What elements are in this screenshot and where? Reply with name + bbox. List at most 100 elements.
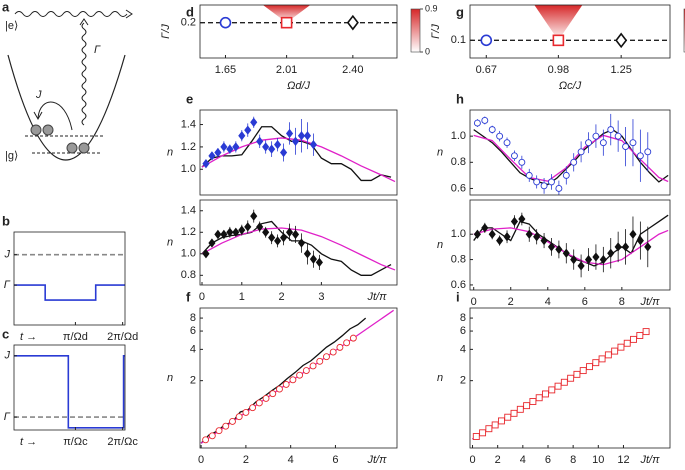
point bbox=[533, 178, 541, 186]
point bbox=[540, 182, 548, 190]
line bbox=[14, 355, 125, 429]
point bbox=[573, 370, 581, 378]
panel-label: g bbox=[456, 4, 464, 19]
point bbox=[202, 249, 210, 259]
y-tick-label: 0.8 bbox=[451, 156, 466, 168]
x-tick-label: 12 bbox=[617, 454, 629, 466]
x-axis-label: Ωd/J bbox=[287, 80, 311, 92]
y-tick-label: J bbox=[4, 350, 11, 362]
axes-frame bbox=[199, 4, 398, 59]
y-tick-label: 1.2 bbox=[181, 226, 196, 238]
axes-frame bbox=[199, 307, 398, 449]
point bbox=[479, 429, 487, 437]
x-tick-label: 10 bbox=[592, 454, 604, 466]
x-axis-label: t → bbox=[20, 331, 37, 343]
y-tick-label: 1.0 bbox=[181, 248, 196, 260]
point bbox=[548, 386, 556, 394]
point bbox=[268, 144, 276, 154]
point bbox=[481, 223, 489, 233]
point bbox=[529, 398, 537, 405]
point bbox=[567, 374, 575, 382]
x-tick-label: 8 bbox=[570, 454, 576, 466]
point bbox=[226, 144, 234, 154]
x-tick-label: 2.01 bbox=[276, 64, 297, 76]
point bbox=[291, 136, 300, 146]
y-tick-label: 4 bbox=[460, 343, 466, 355]
excited-level bbox=[14, 11, 128, 17]
y-axis-label: n bbox=[437, 372, 443, 384]
point bbox=[297, 238, 306, 248]
x-tick-label: 3 bbox=[318, 291, 324, 303]
y-tick-label: 1.4 bbox=[181, 118, 196, 130]
point bbox=[250, 117, 258, 127]
axes-frame bbox=[13, 344, 126, 431]
point bbox=[303, 249, 312, 259]
point bbox=[208, 151, 216, 161]
point bbox=[208, 432, 216, 440]
y-tick-label: Γ bbox=[4, 411, 11, 423]
point bbox=[592, 132, 600, 140]
colorbar-tick-label: 0 bbox=[425, 46, 430, 56]
point bbox=[309, 254, 317, 264]
point bbox=[496, 235, 504, 246]
point bbox=[256, 222, 264, 232]
point bbox=[488, 126, 496, 134]
y-axis-label: n bbox=[437, 239, 443, 251]
x-tick-label: 8 bbox=[619, 296, 625, 308]
color-map bbox=[262, 5, 311, 23]
point bbox=[297, 131, 306, 141]
x-tick-label: 1.25 bbox=[610, 64, 631, 76]
point bbox=[562, 171, 570, 179]
x-axis-label: Jt/π bbox=[367, 454, 388, 466]
arrow bbox=[33, 111, 43, 121]
panel-label: f bbox=[186, 289, 191, 304]
panel-label: h bbox=[456, 91, 464, 106]
point bbox=[480, 34, 493, 47]
point bbox=[309, 362, 317, 370]
x-tick-label: 6 bbox=[582, 296, 588, 308]
point bbox=[222, 422, 230, 430]
point bbox=[584, 254, 593, 265]
point bbox=[623, 339, 631, 347]
plot-area bbox=[472, 328, 650, 440]
point bbox=[285, 227, 294, 237]
point bbox=[629, 139, 637, 147]
point bbox=[329, 348, 337, 356]
y-tick-label: 0.1 bbox=[451, 34, 466, 46]
point bbox=[289, 376, 297, 384]
point bbox=[579, 367, 587, 375]
line bbox=[473, 134, 669, 183]
arrow bbox=[125, 9, 133, 19]
x-axis-label: Jt/π bbox=[640, 454, 661, 466]
x-axis-label: Ωc/J bbox=[559, 80, 582, 92]
y-tick-label: 6 bbox=[460, 325, 466, 337]
point bbox=[269, 390, 277, 398]
point bbox=[303, 131, 312, 141]
plot-area bbox=[200, 309, 395, 444]
y-tick-label: Γ bbox=[4, 279, 11, 291]
atom bbox=[78, 142, 90, 154]
y-tick-label: J bbox=[4, 249, 11, 261]
point bbox=[586, 363, 593, 371]
x-tick-label: 0 bbox=[471, 296, 477, 308]
decay-label: Γ bbox=[94, 44, 101, 56]
point bbox=[599, 254, 607, 265]
point bbox=[533, 232, 541, 242]
point bbox=[226, 227, 234, 237]
panel-label: d bbox=[186, 4, 194, 19]
point bbox=[235, 413, 243, 421]
x-tick-label: 2 bbox=[243, 454, 249, 466]
point bbox=[614, 242, 622, 252]
point bbox=[542, 390, 549, 398]
y-tick-label: 4 bbox=[190, 343, 196, 355]
y-axis-label: n bbox=[167, 372, 173, 384]
point bbox=[473, 119, 481, 127]
point bbox=[570, 158, 578, 166]
decay-wave bbox=[81, 22, 87, 126]
point bbox=[242, 408, 250, 416]
point bbox=[562, 248, 570, 258]
plot-area bbox=[473, 212, 669, 278]
point bbox=[560, 378, 568, 386]
point bbox=[598, 355, 606, 363]
point bbox=[481, 117, 489, 124]
